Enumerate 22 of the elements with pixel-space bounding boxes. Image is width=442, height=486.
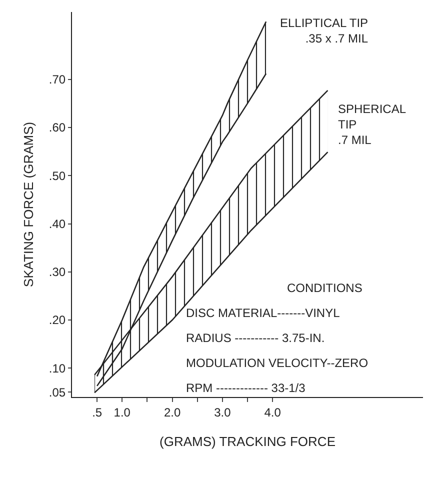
y-tick-label: .40 (48, 216, 66, 231)
y-tick-label: .05 (48, 385, 66, 400)
x-tick-label: 4.0 (264, 405, 282, 420)
annotation: RPM ------------- 33-1/3 (186, 381, 306, 395)
y-tick-label: .30 (48, 265, 66, 280)
y-tick-label: .20 (48, 313, 66, 328)
annotation: RADIUS ----------- 3.75-IN. (186, 331, 325, 345)
x-tick-label: .5 (92, 405, 102, 420)
x-tick-label: 1.0 (114, 405, 131, 420)
annotation: DISC MATERIAL-------VINYL (186, 306, 340, 320)
x-tick-label: 2.0 (164, 405, 181, 420)
x-tick-label: 3.0 (214, 405, 232, 420)
y-tick-label: .50 (48, 168, 66, 183)
y-axis-title: SKATING FORCE (GRAMS) (20, 122, 36, 288)
x-axis-title: (GRAMS) TRACKING FORCE (160, 434, 336, 449)
y-tick-label: .10 (48, 361, 66, 376)
annotation: MODULATION VELOCITY--ZERO (186, 356, 368, 370)
y-tick-label: .60 (48, 120, 66, 135)
y-tick-label: .70 (48, 72, 66, 87)
series-label: SPHERICAL TIP .7 MIL (338, 102, 406, 148)
annotation: CONDITIONS (287, 281, 362, 295)
series-label: ELLIPTICAL TIP .35 x .7 MIL (280, 16, 368, 46)
